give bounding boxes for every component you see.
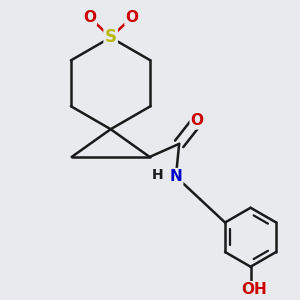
Text: O: O bbox=[125, 10, 139, 25]
Text: O: O bbox=[191, 113, 204, 128]
Text: N: N bbox=[169, 169, 182, 184]
Text: O: O bbox=[83, 10, 96, 25]
Text: OH: OH bbox=[241, 282, 267, 297]
Text: H: H bbox=[152, 168, 164, 182]
Text: S: S bbox=[105, 28, 117, 46]
